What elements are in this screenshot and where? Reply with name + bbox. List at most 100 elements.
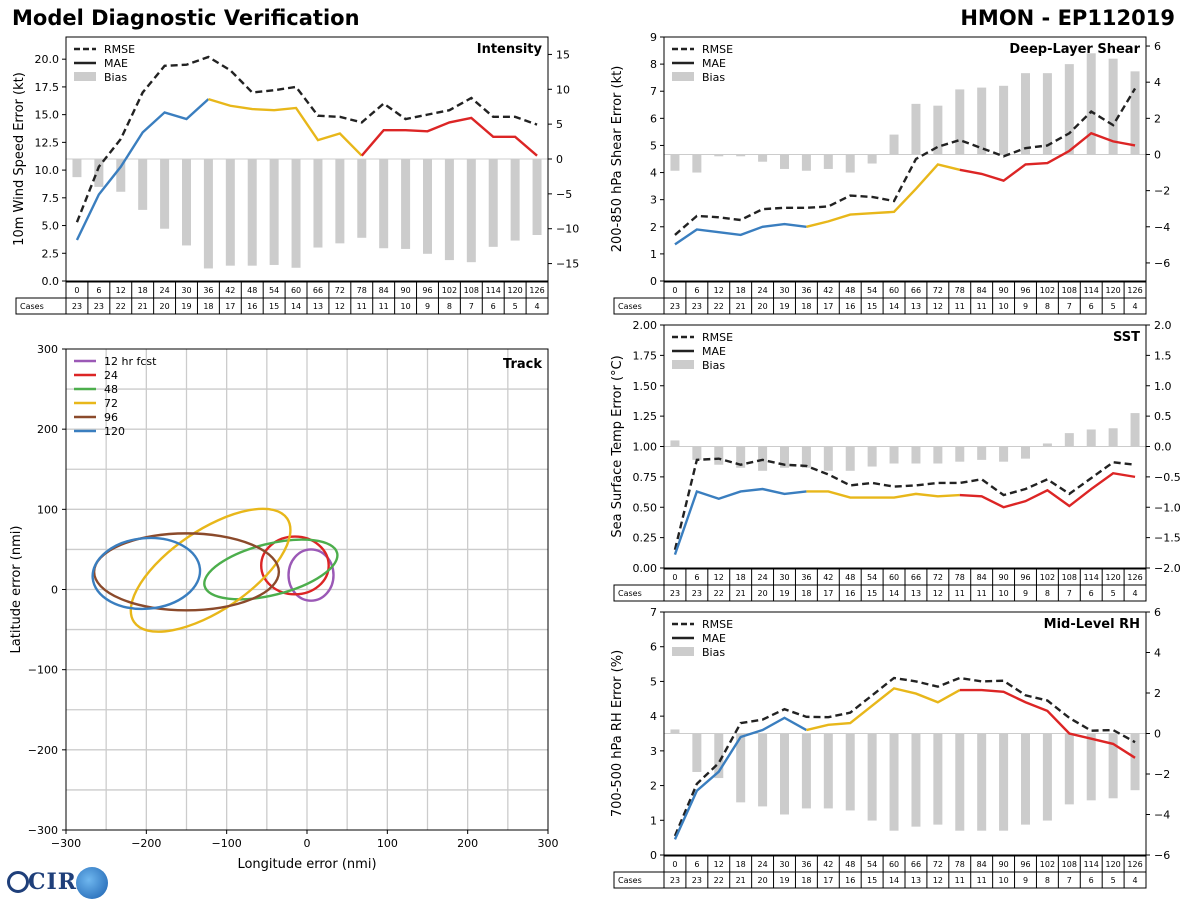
case-count-label: 22: [714, 876, 724, 885]
bias-bar: [911, 733, 921, 827]
lead-time-label: 18: [736, 573, 746, 582]
y-tick-label: 0: [650, 275, 657, 288]
bias-bar: [823, 446, 833, 471]
case-count-label: 11: [977, 302, 987, 311]
y-axis-label: 10m Wind Speed Error (kt): [12, 72, 27, 246]
lead-time-label: 66: [911, 286, 921, 295]
bias-bar: [801, 154, 811, 171]
bias-bar: [867, 446, 877, 467]
case-count-label: 5: [1111, 589, 1116, 598]
lead-time-label: 36: [801, 573, 811, 582]
cases-label: Cases: [618, 589, 642, 598]
lead-time-label: 114: [486, 286, 501, 295]
y2-tick-label: 0.5: [1154, 410, 1172, 423]
bias-bar: [1130, 413, 1140, 447]
bias-bar: [801, 733, 811, 809]
lead-time-label: 66: [313, 286, 323, 295]
lead-time-label: 18: [736, 860, 746, 869]
lead-time-label: 60: [889, 573, 899, 582]
y-tick-label: 10.0: [35, 164, 60, 177]
case-count-label: 14: [889, 302, 899, 311]
lead-time-label: 108: [1062, 286, 1077, 295]
legend-mae-label: MAE: [104, 57, 128, 70]
case-count-label: 15: [867, 589, 877, 598]
lead-time-label: 48: [845, 286, 855, 295]
lead-time-label: 48: [247, 286, 257, 295]
case-count-label: 6: [1089, 876, 1094, 885]
case-count-label: 23: [670, 589, 680, 598]
bias-bar: [867, 154, 877, 164]
lead-time-label: 48: [845, 573, 855, 582]
lead-time-label: 42: [225, 286, 235, 295]
case-count-label: 18: [801, 302, 811, 311]
y-tick-label: 0.0: [42, 275, 60, 288]
y-tick-label: 1.50: [633, 380, 658, 393]
lead-time-label: 84: [977, 860, 987, 869]
lead-time-label: 108: [1062, 573, 1077, 582]
legend-rmse-label: RMSE: [702, 43, 733, 56]
y-tick-label: 4: [650, 710, 657, 723]
lead-time-label: 120: [1105, 286, 1120, 295]
lead-time-label: 84: [379, 286, 389, 295]
lead-time-label: 6: [694, 860, 699, 869]
y2-tick-label: −15: [556, 258, 579, 271]
case-count-label: 16: [845, 876, 855, 885]
y2-tick-label: 2: [1154, 112, 1161, 125]
bias-bar: [160, 159, 170, 229]
case-count-label: 5: [1111, 302, 1116, 311]
bias-bar: [867, 733, 877, 821]
legend-bias-label: Bias: [702, 71, 725, 84]
panel-title: Deep-Layer Shear: [1009, 42, 1140, 57]
lead-time-label: 6: [96, 286, 101, 295]
bias-bar: [1108, 428, 1118, 447]
lead-time-label: 36: [801, 286, 811, 295]
lead-time-label: 90: [998, 286, 1008, 295]
lead-time-label: 42: [823, 860, 833, 869]
lead-time-label: 0: [74, 286, 79, 295]
y-tick-label: −200: [28, 744, 58, 757]
lead-time-label: 114: [1084, 860, 1099, 869]
case-count-label: 14: [889, 876, 899, 885]
y2-tick-label: 5: [556, 118, 563, 131]
legend-rmse-label: RMSE: [702, 331, 733, 344]
bias-bar: [247, 159, 257, 266]
y2-tick-label: 1.5: [1154, 349, 1172, 362]
bias-bar: [225, 159, 235, 266]
lead-time-label: 30: [779, 860, 789, 869]
bias-bar: [933, 105, 943, 155]
case-count-label: 17: [823, 589, 833, 598]
y2-tick-label: 4: [1154, 76, 1161, 89]
y2-tick-label: 15: [556, 48, 570, 61]
bias-bar: [379, 159, 389, 249]
bias-bar: [182, 159, 191, 246]
bias-bar: [1086, 429, 1096, 447]
y2-tick-label: −1.0: [1154, 501, 1181, 514]
panel-title: Track: [503, 357, 542, 372]
bias-bar: [933, 733, 943, 825]
page-title: Model Diagnostic Verification: [12, 6, 360, 30]
case-count-label: 19: [779, 589, 789, 598]
bias-bar: [291, 159, 301, 268]
y-tick-label: 6: [650, 641, 657, 654]
bias-bar: [736, 154, 746, 157]
y-axis-label: Sea Surface Temp Error (°C): [610, 355, 625, 537]
y-axis-label: 200-850 hPa Shear Error (kt): [610, 66, 625, 253]
case-count-label: 4: [1132, 302, 1137, 311]
bias-bar: [758, 154, 768, 162]
y2-tick-label: 6: [1154, 40, 1161, 53]
case-count-label: 19: [779, 876, 789, 885]
lead-time-label: 72: [933, 573, 943, 582]
lead-time-label: 96: [422, 286, 432, 295]
bias-bar: [670, 440, 680, 447]
lead-time-label: 60: [889, 860, 899, 869]
mae-line-blue: [673, 716, 807, 840]
case-count-label: 10: [998, 876, 1008, 885]
y2-tick-label: 6: [1154, 606, 1161, 619]
case-count-label: 10: [998, 302, 1008, 311]
bias-bar: [823, 154, 833, 169]
track-legend-label: 72: [104, 397, 118, 410]
cases-label: Cases: [618, 302, 642, 311]
case-count-label: 8: [447, 302, 452, 311]
case-count-label: 11: [955, 302, 965, 311]
